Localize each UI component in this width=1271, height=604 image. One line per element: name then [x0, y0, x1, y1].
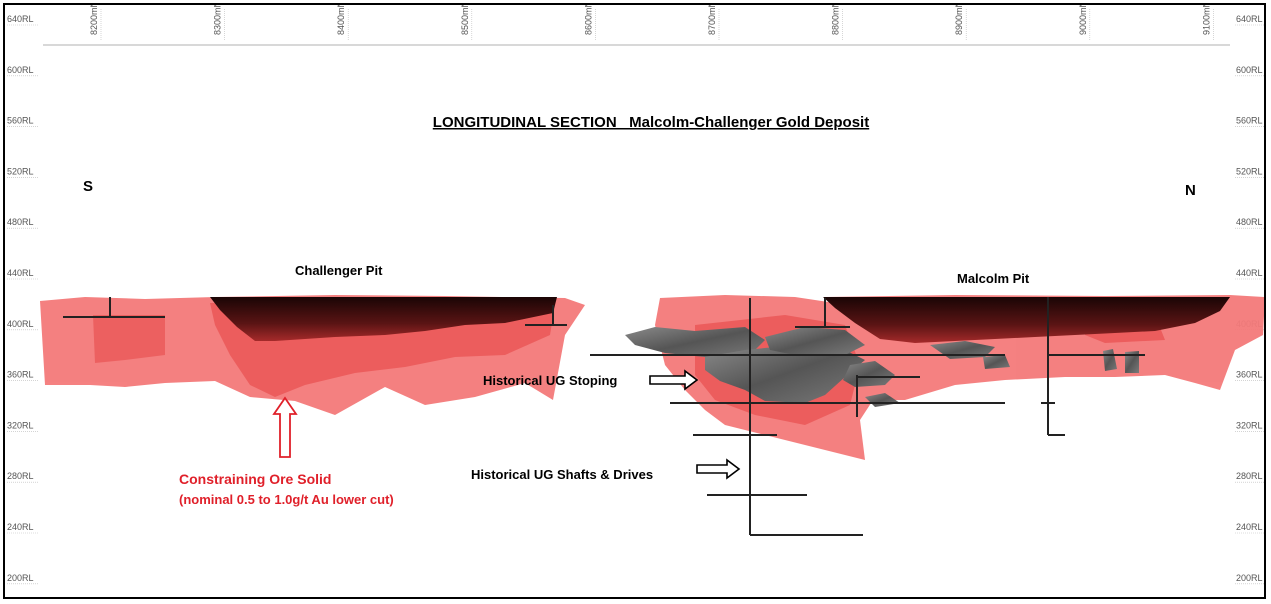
rl-label-left: 200RL	[7, 573, 34, 583]
northing-label: 8200mN	[89, 5, 99, 35]
northing-label: 8700mN	[707, 5, 717, 35]
rl-label-right: 520RL	[1236, 166, 1263, 176]
rl-label-right: 320RL	[1236, 420, 1263, 430]
pit-shells	[210, 297, 1230, 343]
stope-7	[983, 355, 1010, 369]
rl-label-right: 560RL	[1236, 116, 1263, 126]
northing-label: 9100mN	[1201, 5, 1211, 35]
northing-label: 8500mN	[460, 5, 470, 35]
rl-label-left: 400RL	[7, 319, 34, 329]
stope-1	[625, 327, 765, 357]
rl-label-left: 320RL	[7, 420, 34, 430]
stope-9	[1125, 351, 1139, 373]
rl-label-left: 360RL	[7, 370, 34, 380]
rl-label-right: 240RL	[1236, 522, 1263, 532]
northing-label: 9000mN	[1078, 5, 1088, 35]
south-marker: S	[83, 178, 93, 195]
challenger-pit-label: Challenger Pit	[295, 263, 383, 278]
rl-label-right: 440RL	[1236, 268, 1263, 278]
ug-stoping-arrow-icon	[649, 369, 699, 391]
stope-3	[765, 327, 865, 355]
longitudinal-section-diagram: 640RL 600RL 560RL 520RL 480RL 440RL 400RL 360RL…	[7, 5, 1264, 585]
rl-label-right: 640RL	[1236, 14, 1263, 24]
challenger-pit-shell	[210, 297, 557, 341]
rl-label-left: 640RL	[7, 14, 34, 24]
northing-axis-top: 8200mN 8300mN 8400mN 8500mN 8600mN 8700mN 8800…	[89, 5, 1214, 41]
northing-label: 8900mN	[954, 5, 964, 35]
northing-label: 8400mN	[336, 5, 346, 35]
ug-shafts-label: Historical UG Shafts & Drives	[471, 467, 653, 482]
rl-label-right: 200RL	[1236, 573, 1263, 583]
ore-solid-south-block	[93, 315, 165, 363]
northing-label: 8300mN	[213, 5, 223, 35]
north-marker: N	[1185, 182, 1196, 199]
northing-label: 8600mN	[583, 5, 593, 35]
rl-label-right: 600RL	[1236, 65, 1263, 75]
northing-label: 8800mN	[831, 5, 841, 35]
rl-label-left: 240RL	[7, 522, 34, 532]
rl-label-left: 440RL	[7, 268, 34, 278]
rl-axis-right: 640RL600RL560RL520RL480RL440RL400RL360RL…	[1235, 14, 1264, 585]
ore-solid-arrow-icon	[272, 396, 298, 458]
rl-label-left: 280RL	[7, 471, 34, 481]
rl-label-left: 480RL	[7, 217, 34, 227]
section-title: LONGITUDINAL SECTION Malcolm-Challenger …	[433, 114, 869, 131]
ug-stoping-label: Historical UG Stoping	[483, 373, 617, 388]
historical-shafts-drives	[63, 297, 1145, 536]
ore-solid-sublabel: (nominal 0.5 to 1.0g/t Au lower cut)	[179, 492, 394, 507]
ug-shafts-arrow-icon	[696, 458, 741, 480]
rl-label-right: 480RL	[1236, 217, 1263, 227]
stope-2	[705, 345, 865, 403]
malcolm-pit-label: Malcolm Pit	[957, 271, 1030, 286]
rl-label-right: 360RL	[1236, 370, 1263, 380]
rl-label-left: 600RL	[7, 65, 34, 75]
section-frame: 640RL 600RL 560RL 520RL 480RL 440RL 400RL 360RL…	[3, 3, 1266, 599]
rl-axis-left: 640RL 600RL 560RL 520RL 480RL 440RL 400RL 360RL…	[7, 14, 39, 585]
malcolm-pit-shell	[823, 297, 1230, 343]
rl-label-left: 520RL	[7, 166, 34, 176]
rl-label-right: 280RL	[1236, 471, 1263, 481]
ore-solid-label: Constraining Ore Solid	[179, 471, 331, 487]
rl-label-left: 560RL	[7, 116, 34, 126]
